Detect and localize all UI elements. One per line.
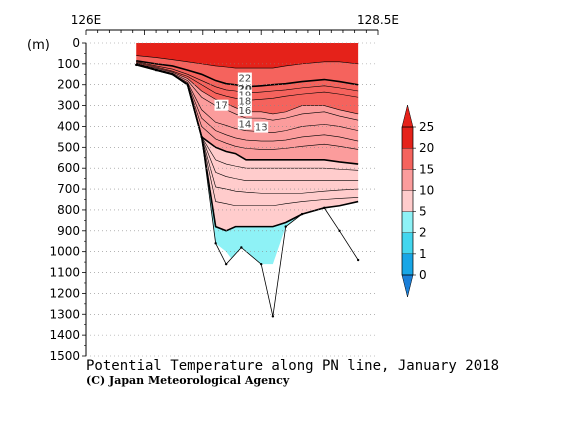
colorbar-segment xyxy=(401,126,414,149)
seafloor-point xyxy=(240,246,243,249)
colorbar-frame xyxy=(401,126,414,276)
colorbar-arrow-bottom xyxy=(401,274,414,298)
seafloor-point xyxy=(338,229,341,232)
colorbar-label: 0 xyxy=(419,268,427,282)
x-tick-label: 126E xyxy=(71,13,102,27)
contour-label-bg xyxy=(214,99,229,111)
y-tick-label: 400 xyxy=(57,119,80,133)
y-axis-unit-label: (m) xyxy=(27,38,50,53)
contour-label-bg xyxy=(254,121,269,133)
colorbar-arrow-top xyxy=(401,104,414,128)
y-tick-label: 600 xyxy=(57,161,80,175)
seafloor-point xyxy=(214,242,217,245)
y-tick-label: 1300 xyxy=(49,307,80,321)
colorbar-label: 25 xyxy=(419,120,434,134)
contour-label: 17 xyxy=(215,101,228,112)
contour-label-bg xyxy=(237,104,252,116)
contour-label: 14 xyxy=(238,119,251,130)
y-tick-label: 1400 xyxy=(49,328,80,342)
x-tick-label: 128.5E xyxy=(357,13,399,27)
band-15-20 xyxy=(136,43,359,69)
seafloor-point xyxy=(284,225,287,228)
contour-label-bg xyxy=(237,89,252,101)
contour-label: 22 xyxy=(238,74,251,85)
colorbar-segment xyxy=(401,169,414,191)
y-tick-label: 1000 xyxy=(49,245,80,259)
contour-label: 18 xyxy=(238,97,251,108)
seafloor-point xyxy=(171,73,174,76)
y-tick-label: 700 xyxy=(57,182,80,196)
seafloor-point xyxy=(300,212,304,216)
seafloor-point xyxy=(154,68,158,72)
contour-label: 20 xyxy=(238,84,252,95)
y-tick-label: 900 xyxy=(57,224,80,238)
contour-label: 13 xyxy=(255,123,268,134)
contour-22 xyxy=(136,55,359,69)
contour-label-bg xyxy=(237,82,252,94)
y-tick-label: 1200 xyxy=(49,286,80,300)
seafloor-point xyxy=(323,206,326,210)
credit-line: (C) Japan Meteorological Agency xyxy=(86,374,290,387)
y-tick-label: 800 xyxy=(57,203,80,217)
y-tick-label: 1100 xyxy=(49,266,80,280)
seafloor-point xyxy=(224,262,228,266)
seafloor-point xyxy=(271,315,275,318)
colorbar-segment xyxy=(401,253,414,276)
colorbar-label: 15 xyxy=(419,162,434,176)
colorbar-segment xyxy=(401,211,414,233)
plot-area: 2220191817161413 xyxy=(135,43,360,356)
seafloor-point xyxy=(135,63,138,67)
axes: 126E 128.5E 0 100 200 300 400 500 600 700 800 900 10… xyxy=(49,13,399,363)
contour-label: 16 xyxy=(238,106,251,117)
contour-label-bg xyxy=(237,118,252,130)
seafloor-point xyxy=(200,135,203,139)
colorbar-label: 10 xyxy=(419,183,434,197)
contour-label-bg xyxy=(237,95,252,107)
chart-title: Potential Temperature along PN line, Jan… xyxy=(86,358,500,374)
y-tick-label: 200 xyxy=(57,78,80,92)
seafloor-point xyxy=(260,262,263,266)
contour-14 xyxy=(136,63,359,134)
contour-16 xyxy=(136,63,359,121)
colorbar-segment xyxy=(401,232,414,255)
colorbar-label: 1 xyxy=(419,247,427,261)
colorbar-label: 2 xyxy=(419,226,427,240)
y-tick-label: 1500 xyxy=(49,349,80,363)
seafloor-mask xyxy=(136,64,359,356)
y-tick-label: 300 xyxy=(57,99,80,113)
colorbar-label: 20 xyxy=(419,141,434,155)
y-tick-label: 100 xyxy=(57,57,80,71)
contour-label-bg xyxy=(237,72,252,84)
colorbar-label: 5 xyxy=(419,205,427,219)
y-tick-label: 0 xyxy=(72,36,80,50)
colorbar-segment xyxy=(401,147,414,170)
colorbar-segment xyxy=(401,190,414,212)
seafloor-point xyxy=(186,83,189,86)
y-tick-label: 500 xyxy=(57,140,80,154)
seafloor-point xyxy=(356,258,360,262)
